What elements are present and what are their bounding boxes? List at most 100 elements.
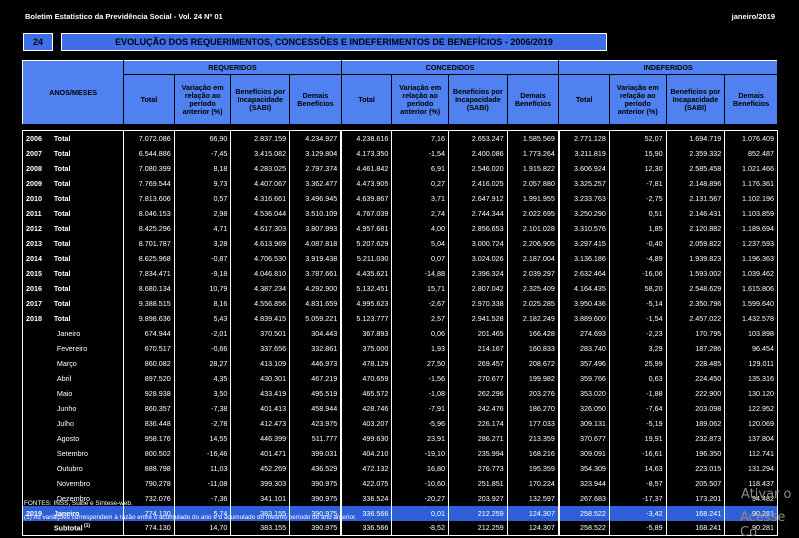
value-cell: 399.031 (289, 445, 343, 461)
year-cell (21, 445, 51, 461)
value-cell: 2.653.247 (448, 130, 508, 146)
value-cell: 5.123.777 (341, 310, 393, 326)
table-number: 24 (23, 33, 53, 51)
table-row: Novembro 790.278 -11,08 399.303 390.975 422.0… (21, 475, 778, 491)
value-cell: 251.851 (448, 475, 508, 491)
value-cell: -5,19 (609, 415, 667, 431)
value-cell: 3,71 (391, 190, 449, 206)
value-cell: 203.927 (448, 490, 508, 506)
header-anos-meses: ANOS/MESES (21, 60, 125, 125)
value-cell: 5,74 (174, 505, 232, 521)
value-cell: 258.522 (558, 520, 610, 536)
period-cell: Maio (50, 385, 125, 401)
value-cell: 4.316.661 (230, 190, 291, 206)
value-cell: 160.833 (507, 340, 560, 356)
value-cell: 4,00 (391, 220, 449, 236)
value-cell: 16,80 (391, 460, 449, 476)
value-cell: -7,36 (174, 490, 232, 506)
value-cell: 4.473.905 (341, 175, 393, 191)
value-cell: -1,56 (391, 370, 449, 386)
table-row: 2007 Total 6.544.886 -7,45 3.415.082 3.129.80… (21, 145, 778, 161)
value-cell: 8.425.296 (123, 220, 175, 236)
value-cell: 2.039.297 (507, 265, 560, 281)
value-cell: -8,52 (391, 520, 449, 536)
value-cell: 2.182.249 (507, 310, 560, 326)
value-cell: 9.388.515 (123, 295, 175, 311)
value-cell: 4.556.856 (230, 295, 291, 311)
value-cell: 2.548.629 (666, 280, 726, 296)
value-cell: -0,66 (174, 340, 232, 356)
value-cell: 2.396.324 (448, 265, 508, 281)
value-cell: 897.520 (123, 370, 175, 386)
value-cell: 383.155 (230, 505, 291, 521)
year-cell (21, 400, 51, 416)
value-cell: 399.303 (230, 475, 291, 491)
value-cell: 3.606.924 (558, 160, 610, 176)
period-cell: Outubro (50, 460, 125, 476)
value-cell: 8.680.134 (123, 280, 175, 296)
value-cell: 130.120 (724, 385, 778, 401)
value-cell: 4.046.810 (230, 265, 291, 281)
value-cell: 4.706.530 (230, 250, 291, 266)
value-cell: 732.076 (123, 490, 175, 506)
value-cell: 196.350 (666, 445, 726, 461)
value-cell: 213.359 (507, 430, 560, 446)
value-cell: 170.224 (507, 475, 560, 491)
header-indeferidos: INDEFERIDOS (558, 60, 778, 75)
value-cell: 495.519 (289, 385, 343, 401)
period-cell: Dezembro (50, 490, 125, 506)
value-cell: 2.807.042 (448, 280, 508, 296)
table-row: Agosto 958.176 14,55 446.399 511.777 499.630 2… (21, 430, 778, 446)
period-cell: Setembro (50, 445, 125, 461)
value-cell: 2.131.567 (666, 190, 726, 206)
value-cell: 90.281 (724, 520, 778, 536)
value-cell: 458.944 (289, 400, 343, 416)
header-demais: Demais Benefícios (506, 74, 560, 125)
header-demais: Demais Benefícios (289, 74, 342, 125)
value-cell: -9,18 (174, 265, 232, 281)
value-cell: 452.269 (230, 460, 291, 476)
value-cell: 201.465 (448, 325, 508, 341)
value-cell: 370.677 (558, 430, 610, 446)
value-cell: 403.207 (341, 415, 393, 431)
table-row: 2013 Total 8.701.787 3,28 4.613.969 4.087.818… (21, 235, 778, 251)
value-cell: -1,88 (609, 385, 667, 401)
value-cell: 2.120.882 (666, 220, 726, 236)
year-cell: 2011 (21, 205, 51, 221)
value-cell: 7.813.606 (123, 190, 175, 206)
value-cell: 267.683 (558, 490, 610, 506)
value-cell: 2.585.458 (666, 160, 726, 176)
value-cell: 3.250.290 (558, 205, 610, 221)
value-cell: 283.740 (558, 340, 610, 356)
value-cell: 2.797.374 (289, 160, 343, 176)
value-cell: -0,87 (174, 250, 232, 266)
value-cell: 124.307 (507, 505, 560, 521)
value-cell: 4.639.867 (341, 190, 393, 206)
value-cell: 28,27 (174, 355, 232, 371)
value-cell: 4.831.659 (289, 295, 343, 311)
value-cell: -2,78 (174, 415, 232, 431)
value-cell: 390.975 (289, 475, 343, 491)
period-cell: Total (50, 235, 125, 251)
year-cell (21, 340, 51, 356)
value-cell: 4.435.621 (341, 265, 393, 281)
period-cell: Total (50, 145, 125, 161)
value-cell: 1.021.466 (724, 160, 778, 176)
value-cell: 5.207.629 (341, 235, 393, 251)
value-cell: 357.496 (558, 355, 610, 371)
value-cell: 228.485 (666, 355, 726, 371)
value-cell: 135.316 (724, 370, 778, 386)
value-cell: 359.766 (558, 370, 610, 386)
value-cell: 2.359.332 (666, 145, 726, 161)
value-cell: 270.677 (448, 370, 508, 386)
value-cell: 258.522 (558, 505, 610, 521)
year-cell (21, 385, 51, 401)
value-cell: 203.098 (666, 400, 726, 416)
value-cell: 137.804 (724, 430, 778, 446)
value-cell: 326.050 (558, 400, 610, 416)
year-cell (21, 370, 51, 386)
header-variacao: Variação em relação ao período anterior … (173, 74, 232, 125)
value-cell: 446.973 (289, 355, 343, 371)
value-cell: 10,79 (174, 280, 232, 296)
value-cell: 7.072.086 (123, 130, 175, 146)
